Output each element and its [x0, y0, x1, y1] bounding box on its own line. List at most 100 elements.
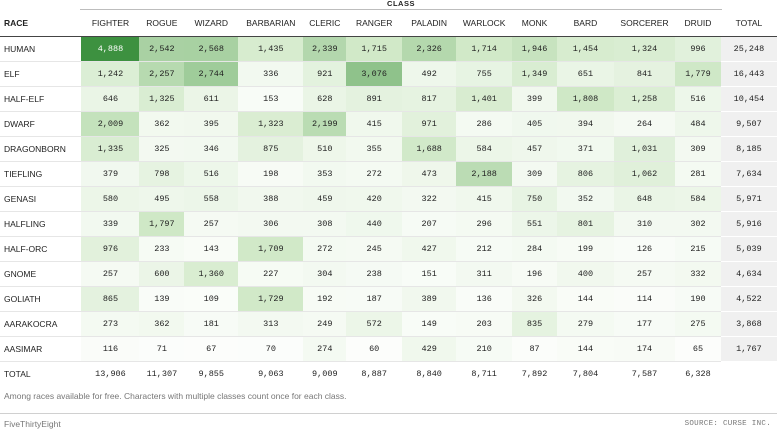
header-row: RACE FIGHTER ROGUE WIZARD BARBARIAN CLERIC RA…	[0, 10, 777, 37]
table-row: AARAKOCRA 273 362 181 313 249 572 149 203 835 279 1…	[0, 311, 777, 337]
heat-cell: 628	[303, 86, 347, 112]
race-label: ELF	[0, 61, 82, 87]
row-total-cell: 5,971	[720, 186, 777, 212]
heat-cell: 516	[184, 161, 239, 187]
row-total-cell: 25,248	[720, 36, 777, 62]
table-row: GOLIATH 865 139 109 1,729 192 187 389 136 326 144 1…	[0, 286, 777, 312]
heat-cell: 275	[675, 311, 721, 337]
row-total-cell: 16,443	[720, 61, 777, 87]
heat-cell: 1,714	[456, 36, 513, 62]
column-total-cell: 6,328	[675, 361, 721, 386]
race-label: AASIMAR	[0, 336, 82, 362]
race-label: HUMAN	[0, 36, 82, 62]
heat-cell: 325	[139, 136, 185, 162]
heat-cell: 336	[238, 61, 304, 87]
heat-cell: 308	[303, 211, 347, 237]
heat-cell: 648	[613, 186, 676, 212]
heat-cell: 352	[556, 186, 614, 212]
column-header-fighter: FIGHTER	[81, 10, 140, 37]
heat-cell: 272	[346, 161, 403, 187]
heat-cell: 1,401	[456, 86, 513, 112]
heat-cell: 1,062	[613, 161, 676, 187]
heat-cell: 326	[512, 286, 557, 312]
heat-cell: 274	[303, 336, 347, 362]
table-row: HALF-ORC 976 233 143 1,709 272 245 427 212 284 199…	[0, 236, 777, 262]
heat-cell: 427	[402, 236, 457, 262]
heat-cell: 136	[456, 286, 513, 312]
heat-cell: 399	[512, 86, 557, 112]
table-row: GENASI 580 495 558 388 459 420 322 415 750 352 648 5…	[0, 186, 777, 212]
heat-cell: 651	[556, 61, 614, 87]
heat-cell: 116	[81, 336, 140, 362]
race-label: DWARF	[0, 111, 82, 137]
column-header-bard: BARD	[556, 10, 614, 37]
heat-cell: 284	[512, 236, 557, 262]
row-total-cell: 4,634	[720, 261, 777, 287]
brand-label: FiveThirtyEight	[4, 419, 61, 429]
heat-cell: 1,435	[238, 36, 304, 62]
column-header-druid: DRUID	[675, 10, 721, 37]
heat-cell: 311	[456, 261, 513, 287]
table-row: HALFLING 339 1,797 257 306 308 440 207 296 551 801…	[0, 211, 777, 237]
heat-cell: 1,797	[139, 211, 185, 237]
heat-cell: 415	[456, 186, 513, 212]
heat-cell: 835	[512, 311, 557, 337]
race-label: DRAGONBORN	[0, 136, 82, 162]
heat-cell: 415	[346, 111, 403, 137]
heat-cell: 429	[402, 336, 457, 362]
table-body: HUMAN 4,888 2,542 2,568 1,435 2,339 1,715 2,326…	[0, 36, 777, 386]
heat-cell: 1,779	[675, 61, 721, 87]
heat-cell: 174	[613, 336, 676, 362]
source-label: SOURCE: CURSE INC.	[684, 420, 771, 428]
column-total-cell: 7,892	[512, 361, 557, 386]
heat-cell: 510	[303, 136, 347, 162]
heat-cell: 192	[303, 286, 347, 312]
heat-cell: 309	[512, 161, 557, 187]
heat-cell: 296	[456, 211, 513, 237]
heat-cell: 371	[556, 136, 614, 162]
heat-cell: 806	[556, 161, 614, 187]
column-header-cleric: CLERIC	[303, 10, 347, 37]
column-header-rogue: ROGUE	[139, 10, 185, 37]
heat-cell: 841	[613, 61, 676, 87]
row-total-cell: 4,522	[720, 286, 777, 312]
heat-cell: 1,323	[238, 111, 304, 137]
heat-cell: 281	[675, 161, 721, 187]
row-total-cell: 9,507	[720, 111, 777, 137]
race-label: HALF-ELF	[0, 86, 82, 112]
column-total-cell: 7,804	[556, 361, 614, 386]
heat-cell: 249	[303, 311, 347, 337]
totals-row-label: TOTAL	[0, 361, 82, 386]
race-label: TIEFLING	[0, 161, 82, 187]
heat-cell: 405	[512, 111, 557, 137]
heat-cell: 389	[402, 286, 457, 312]
heat-cell: 2,199	[303, 111, 347, 137]
class-spanner-label: CLASS	[387, 0, 415, 8]
heat-cell: 755	[456, 61, 513, 87]
heat-cell: 196	[512, 261, 557, 287]
race-label: GNOME	[0, 261, 82, 287]
column-header-monk: MONK	[512, 10, 557, 37]
heat-cell: 257	[81, 261, 140, 287]
heat-cell: 1,325	[139, 86, 185, 112]
heat-cell: 921	[303, 61, 347, 87]
heat-cell: 2,568	[184, 36, 239, 62]
heat-cell: 798	[139, 161, 185, 187]
heat-cell: 558	[184, 186, 239, 212]
race-label: HALF-ORC	[0, 236, 82, 262]
heat-cell: 286	[456, 111, 513, 137]
heat-cell: 245	[346, 236, 403, 262]
heat-cell: 1,715	[346, 36, 403, 62]
row-total-cell: 1,767	[720, 336, 777, 362]
heat-cell: 495	[139, 186, 185, 212]
heat-cell: 584	[675, 186, 721, 212]
heat-cell: 339	[81, 211, 140, 237]
column-header-ranger: RANGER	[346, 10, 403, 37]
heat-cell: 1,454	[556, 36, 614, 62]
race-label: GOLIATH	[0, 286, 82, 312]
heat-cell: 996	[675, 36, 721, 62]
column-total-cell: 11,307	[139, 361, 185, 386]
heat-cell: 346	[184, 136, 239, 162]
heat-cell: 257	[184, 211, 239, 237]
